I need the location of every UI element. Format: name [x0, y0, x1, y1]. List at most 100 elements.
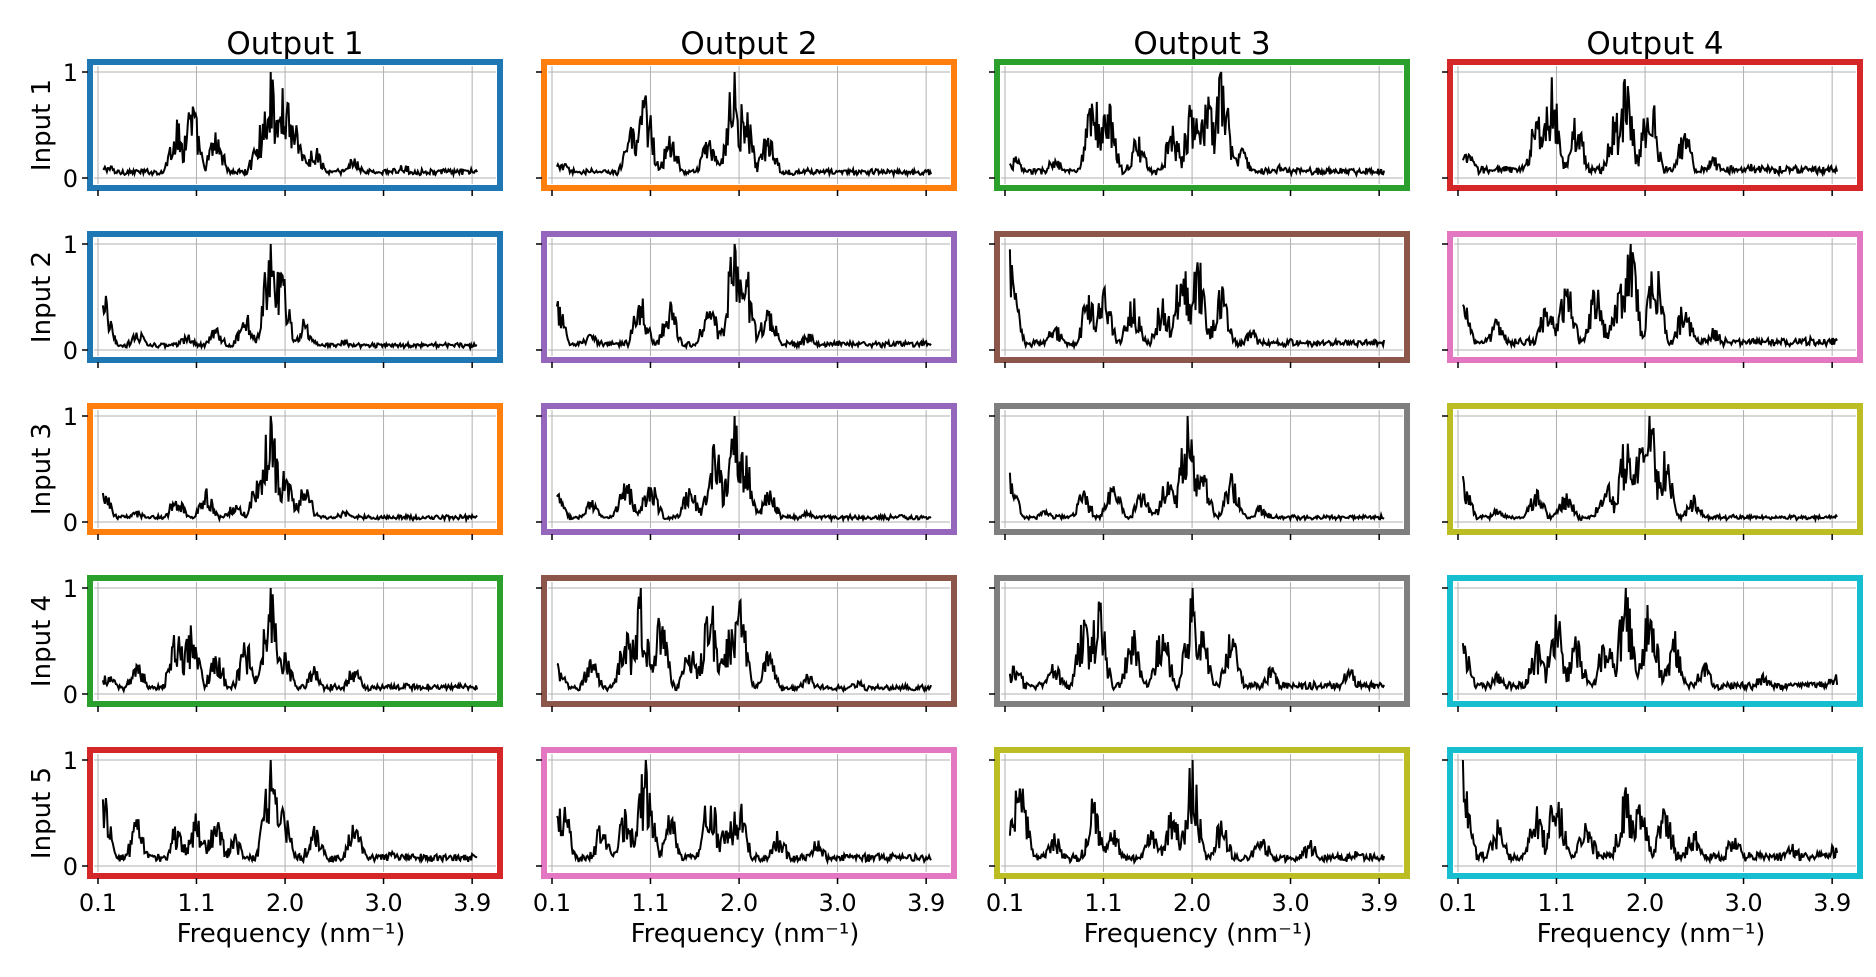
x-axis-label: Frequency (nm⁻¹) — [631, 919, 860, 949]
x-tick-label: 2.0 — [1626, 889, 1664, 917]
x-tick-label: 3.9 — [1360, 889, 1398, 917]
series-line — [555, 243, 932, 351]
panel-frame — [87, 575, 503, 707]
column-title: Output 4 — [1586, 26, 1723, 62]
series-line — [555, 71, 933, 179]
x-tick-label: 3.9 — [907, 889, 945, 917]
row-label: Input 2 — [27, 251, 57, 343]
panel-frame — [1447, 59, 1863, 191]
series-line — [556, 759, 932, 866]
x-tick-label: 0.1 — [79, 889, 117, 917]
panel-frame — [541, 575, 957, 707]
y-tick-label: 1 — [63, 575, 78, 603]
series-line — [101, 415, 478, 524]
x-tick-label: 3.0 — [364, 889, 402, 917]
series-line — [1462, 243, 1838, 350]
panel-frame — [1447, 575, 1863, 707]
panel — [1442, 575, 1863, 712]
panel-frame — [994, 575, 1410, 707]
panel — [1442, 231, 1863, 368]
panel — [989, 59, 1410, 196]
x-axis-label: Frequency (nm⁻¹) — [1537, 919, 1766, 949]
x-tick-label: 3.0 — [1724, 889, 1762, 917]
panel-frame — [994, 403, 1410, 535]
y-tick-label: 1 — [63, 747, 78, 775]
panel-frame — [87, 747, 503, 879]
panel — [536, 747, 957, 884]
panel — [1442, 59, 1863, 196]
panel — [82, 59, 503, 196]
panel-frame — [541, 747, 957, 879]
panel-frame — [994, 59, 1410, 191]
y-tick-label: 1 — [63, 403, 78, 431]
panel — [536, 575, 957, 712]
series-line — [101, 587, 479, 694]
panel — [536, 403, 957, 540]
row-label: Input 3 — [27, 423, 57, 515]
series-line — [1009, 71, 1386, 178]
x-tick-label: 1.1 — [1084, 889, 1122, 917]
x-tick-label: 3.0 — [818, 889, 856, 917]
series-line — [102, 71, 478, 179]
series-line — [556, 587, 933, 694]
panel — [536, 59, 957, 196]
panel — [82, 403, 503, 540]
x-tick-label: 0.1 — [986, 889, 1024, 917]
x-tick-label: 3.9 — [1813, 889, 1851, 917]
series-line — [101, 759, 478, 865]
panel — [989, 575, 1410, 712]
panel — [989, 231, 1410, 368]
x-tick-label: 2.0 — [1173, 889, 1211, 917]
series-line — [1461, 77, 1839, 178]
column-title: Output 2 — [680, 26, 817, 62]
panel — [536, 231, 957, 368]
x-tick-label: 0.1 — [533, 889, 571, 917]
panel-frame — [87, 59, 503, 191]
panel-frame — [87, 231, 503, 363]
y-tick-label: 0 — [63, 509, 78, 537]
x-axis-label: Frequency (nm⁻¹) — [1084, 919, 1313, 949]
row-label: Input 4 — [27, 595, 57, 687]
panel-frame — [541, 403, 957, 535]
panel — [1442, 747, 1863, 884]
panel — [989, 747, 1410, 884]
panel — [1442, 403, 1863, 540]
series-line — [1008, 759, 1386, 866]
panel — [989, 403, 1410, 540]
x-tick-label: 2.0 — [266, 889, 304, 917]
panel-frame — [87, 403, 503, 535]
x-tick-label: 3.0 — [1271, 889, 1309, 917]
x-tick-label: 0.1 — [1439, 889, 1477, 917]
panel-frame — [994, 231, 1410, 363]
x-tick-label: 1.1 — [631, 889, 669, 917]
x-tick-label: 1.1 — [1537, 889, 1575, 917]
series-line — [1008, 249, 1386, 351]
series-line — [1008, 587, 1385, 693]
panel — [82, 575, 503, 712]
series-line — [1461, 759, 1839, 865]
row-label: Input 5 — [27, 767, 57, 859]
series-line — [1461, 587, 1839, 693]
panel — [82, 747, 503, 884]
panel-frame — [541, 59, 957, 191]
y-tick-label: 1 — [63, 59, 78, 87]
x-tick-label: 3.9 — [453, 889, 491, 917]
column-title: Output 3 — [1133, 26, 1270, 62]
y-tick-label: 1 — [63, 231, 78, 259]
series-line — [1461, 415, 1838, 524]
series-line — [556, 415, 932, 524]
y-tick-label: 0 — [63, 337, 78, 365]
x-tick-label: 1.1 — [177, 889, 215, 917]
panel-frame — [994, 747, 1410, 879]
row-label: Input 1 — [27, 79, 57, 171]
panel-frame — [1447, 403, 1863, 535]
series-line — [101, 243, 478, 352]
panel-frame — [1447, 747, 1863, 879]
x-tick-label: 2.0 — [720, 889, 758, 917]
column-title: Output 1 — [226, 26, 363, 62]
y-tick-label: 0 — [63, 165, 78, 193]
y-tick-label: 0 — [63, 853, 78, 881]
x-axis-label: Frequency (nm⁻¹) — [177, 919, 406, 949]
series-line — [1008, 415, 1385, 523]
